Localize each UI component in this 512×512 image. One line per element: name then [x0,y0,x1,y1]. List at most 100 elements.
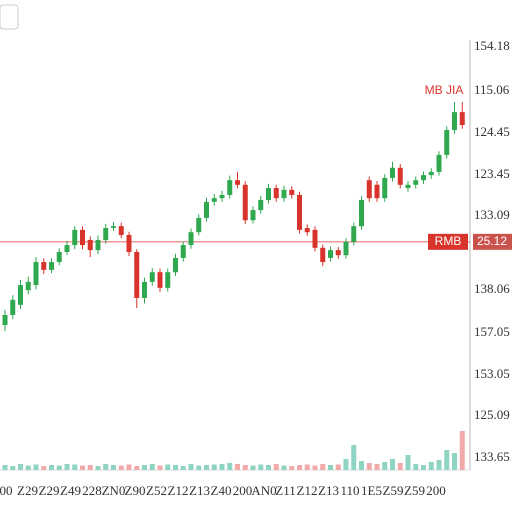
x-tick-label: Z49 [60,483,81,498]
volume-bar [281,465,287,470]
candle-body [351,226,357,242]
x-tick-label: AN0 [251,483,276,498]
volume-bar [366,463,372,470]
candle-body [235,180,240,185]
candle-body [134,251,140,298]
candle-body [219,194,225,199]
volume-bar [312,465,318,470]
candle-body [211,198,217,202]
x-tick-label: 110 [340,483,359,498]
volume-bar [320,464,326,470]
annotation: MB JIA [425,83,464,97]
candle-body [87,240,93,251]
candle-body [397,167,403,185]
candle-body [227,180,233,195]
candle-body [273,188,279,199]
volume-bar [118,465,124,470]
candle-body [281,189,287,199]
x-tick-label: 200 [233,483,253,498]
volume-bar [390,459,395,470]
candle-body [2,314,8,326]
candle-body [242,184,248,221]
y-axis-label: 125.09 [474,407,510,422]
candle-body [72,229,78,246]
volume-bar [273,464,279,470]
candle-body [165,272,171,288]
volume-bar [196,465,202,470]
candle-body [250,210,256,221]
volume-bar [452,453,457,470]
volume-bar [328,465,333,470]
y-axis-label: 154.18 [474,38,510,53]
candle-body [126,234,132,252]
y-axis-label: 115.06 [474,82,510,97]
volume-bar [211,464,217,470]
candle-body [56,251,62,263]
volume-bar [103,464,109,470]
candle-body [118,226,124,235]
candle-body [103,228,109,240]
x-tick-label: Z11 [275,483,295,498]
volume-bar [405,455,411,470]
candle-body [196,217,202,233]
volume-bar [250,465,256,470]
volume-bar [374,464,380,470]
volume-bar [258,464,264,470]
y-axis-label: 138.06 [474,281,510,296]
x-tick-label: Z29 [39,483,60,498]
volume-bar [359,461,364,470]
x-tick-label: 00 [0,483,13,498]
candle-body [304,228,310,233]
price-tag: RMB [435,234,462,248]
candle-body [18,285,23,305]
candle-body [366,180,372,199]
candle-body [188,232,194,246]
candle-body [413,180,419,185]
x-tick-label: Z90 [125,483,146,498]
candle-body [312,229,318,248]
volume-bar [126,464,132,470]
x-tick-label: Z13 [189,483,210,498]
volume-bar [18,464,23,470]
x-tick-label: Z59 [404,483,425,498]
volume-bar [219,464,225,470]
volume-bar [335,464,341,470]
volume-bar [397,463,403,470]
candle-body [111,226,116,229]
x-tick-label: Z12 [297,483,318,498]
volume-bar [56,465,62,470]
volume-bar [227,463,233,470]
x-tick-label: ZN0 [102,483,126,498]
x-tick-label: 228 [82,483,102,498]
candle-body [33,262,39,286]
x-tick-label: 200 [426,483,446,498]
candle-body [405,184,411,189]
volume-bar [204,465,209,470]
y-axis-label: 133.65 [474,449,510,464]
candle-body [428,171,434,176]
volume-bar [2,465,8,470]
candle-body [80,229,85,246]
candle-body [297,194,302,230]
volume-bar [173,465,178,470]
volume-bar [188,464,194,470]
candle-body [49,262,54,270]
volume-bar [444,450,450,470]
candle-body [266,188,271,200]
volume-bar [33,464,39,470]
candle-body [335,250,341,256]
volume-bar [413,464,419,470]
volume-bar [343,459,349,470]
price-tag-box [428,233,468,250]
volume-bar [49,465,54,470]
x-tick-label: Z13 [318,483,339,498]
candle-body [444,130,450,155]
x-tick-label: Z29 [17,483,38,498]
candle-body [258,199,264,211]
volume-bar [304,464,310,470]
volume-bar [180,466,186,470]
volume-bar [382,462,388,470]
volume-bar [242,465,248,470]
volume-bar [436,460,442,470]
